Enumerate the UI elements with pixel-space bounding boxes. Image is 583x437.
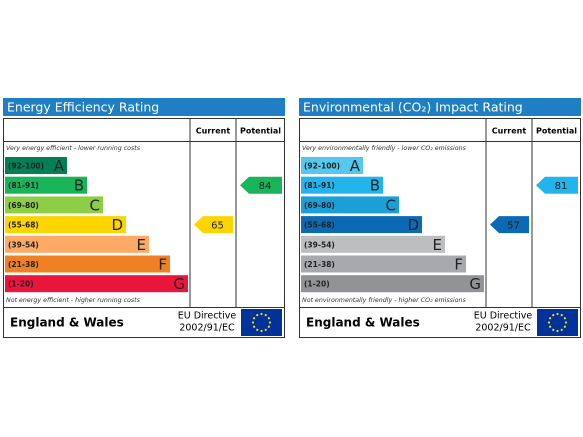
eu-star bbox=[556, 329, 559, 333]
column-header: Potential bbox=[240, 127, 281, 136]
band-range: (21-38) bbox=[304, 260, 335, 269]
footer-directive: EU Directive bbox=[178, 311, 237, 322]
eu-star bbox=[260, 312, 263, 316]
band-range: (69-80) bbox=[304, 201, 335, 210]
band-letter: B bbox=[74, 177, 84, 195]
footer-region: England & Wales bbox=[306, 316, 420, 330]
eu-star bbox=[564, 321, 568, 324]
band-letter: E bbox=[433, 236, 442, 254]
eu-star bbox=[251, 321, 255, 324]
band-range: (92-100) bbox=[8, 162, 44, 171]
top-note: Very environmentally friendly - lower CO… bbox=[302, 144, 467, 152]
title-bar bbox=[299, 98, 581, 116]
current-arrow bbox=[194, 216, 233, 234]
band-range: (81-91) bbox=[304, 181, 335, 190]
eu-star bbox=[556, 312, 559, 316]
title-bar bbox=[3, 98, 285, 116]
band-letter: A bbox=[54, 157, 65, 175]
band bbox=[301, 255, 466, 273]
potential-arrow bbox=[536, 176, 578, 194]
eu-star bbox=[560, 328, 563, 331]
eu-star bbox=[267, 317, 270, 320]
band-letter: B bbox=[370, 177, 380, 195]
bottom-note: Not environmentally friendly - higher CO… bbox=[302, 296, 467, 304]
eu-star bbox=[253, 317, 256, 320]
eu-star bbox=[547, 321, 551, 324]
frame bbox=[299, 118, 581, 338]
eu-star bbox=[552, 314, 555, 317]
band bbox=[301, 216, 422, 234]
band-letter: E bbox=[137, 236, 146, 254]
top-note: Very energy efficient - lower running co… bbox=[6, 144, 141, 152]
eu-star bbox=[264, 314, 267, 317]
eu-star bbox=[260, 329, 263, 333]
eu-star bbox=[267, 325, 270, 328]
band-range: (92-100) bbox=[304, 162, 340, 171]
eu-star bbox=[256, 314, 259, 317]
frame bbox=[3, 118, 285, 338]
band-range: (55-68) bbox=[304, 221, 335, 230]
footer-directive: 2002/91/EC bbox=[179, 323, 235, 334]
band bbox=[5, 275, 188, 293]
eu-star bbox=[563, 325, 566, 328]
band-letter: C bbox=[386, 196, 396, 214]
band bbox=[5, 196, 103, 214]
band bbox=[5, 176, 87, 194]
eu-star bbox=[253, 325, 256, 328]
column-header: Potential bbox=[536, 127, 577, 136]
bottom-note: Not energy efficient - higher running co… bbox=[6, 296, 141, 304]
band-range: (1-20) bbox=[304, 280, 330, 289]
band bbox=[301, 235, 445, 253]
band-letter: C bbox=[90, 196, 100, 214]
footer-directive: 2002/91/EC bbox=[475, 323, 531, 334]
band-range: (69-80) bbox=[8, 201, 39, 210]
band bbox=[301, 157, 363, 174]
potential-value: 84 bbox=[259, 181, 272, 192]
band bbox=[5, 216, 126, 234]
current-value: 65 bbox=[211, 221, 224, 232]
eu-star bbox=[549, 325, 552, 328]
potential-arrow bbox=[240, 176, 282, 194]
band-range: (1-20) bbox=[8, 280, 34, 289]
band-range: (39-54) bbox=[304, 240, 335, 249]
band-range: (55-68) bbox=[8, 221, 39, 230]
band bbox=[301, 275, 484, 293]
band-range: (39-54) bbox=[8, 240, 39, 249]
band-range: (21-38) bbox=[8, 260, 39, 269]
band-letter: G bbox=[469, 275, 481, 293]
current-value: 57 bbox=[507, 221, 520, 232]
eu-star bbox=[256, 328, 259, 331]
band bbox=[5, 235, 149, 253]
footer-directive: EU Directive bbox=[474, 311, 533, 322]
column-header: Current bbox=[492, 127, 527, 136]
column-header: Current bbox=[196, 127, 231, 136]
band bbox=[301, 196, 399, 214]
band-letter: F bbox=[158, 256, 167, 274]
eu-star bbox=[549, 317, 552, 320]
band-letter: D bbox=[111, 216, 123, 234]
eu-star bbox=[264, 328, 267, 331]
band-letter: D bbox=[407, 216, 419, 234]
eu-star bbox=[563, 317, 566, 320]
eu-star bbox=[552, 328, 555, 331]
current-arrow bbox=[490, 216, 529, 234]
band-letter: A bbox=[350, 157, 361, 175]
eu-star bbox=[560, 314, 563, 317]
band bbox=[5, 157, 67, 174]
footer-region: England & Wales bbox=[10, 316, 124, 330]
band bbox=[5, 255, 170, 273]
band bbox=[301, 176, 383, 194]
potential-value: 81 bbox=[555, 181, 568, 192]
band-range: (81-91) bbox=[8, 181, 39, 190]
band-letter: G bbox=[173, 275, 185, 293]
panel-title: Environmental (CO₂) Impact Rating bbox=[303, 100, 523, 115]
panel-title: Energy Efficiency Rating bbox=[7, 100, 159, 115]
eu-star bbox=[268, 321, 272, 324]
band-letter: F bbox=[454, 256, 463, 274]
